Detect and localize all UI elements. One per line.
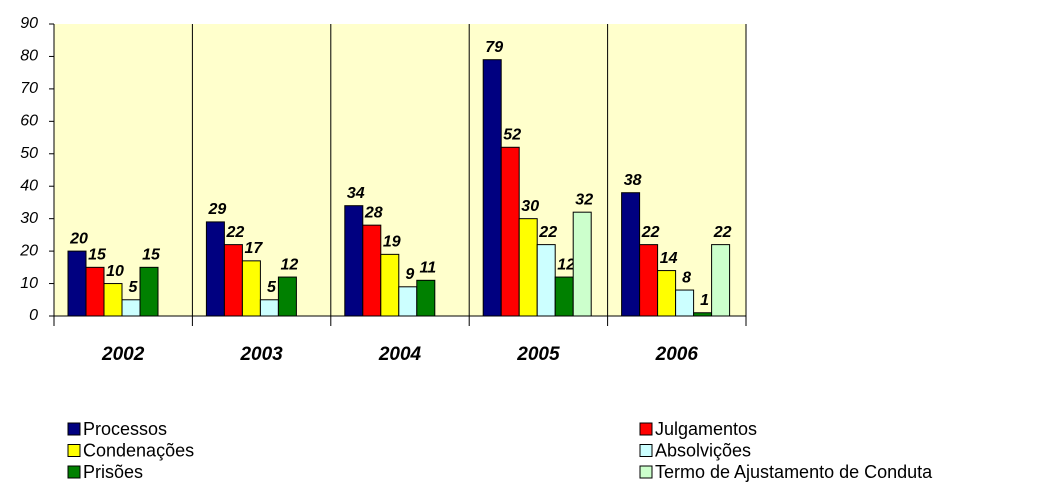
value-label: 22 xyxy=(713,224,732,241)
value-label: 17 xyxy=(245,240,264,257)
bar xyxy=(259,299,279,317)
x-tick-label: 2002 xyxy=(101,344,145,365)
legend-swatch xyxy=(639,422,653,436)
value-label: 30 xyxy=(521,198,539,215)
y-tick-label: 60 xyxy=(20,113,38,130)
legend-swatch xyxy=(67,465,81,479)
bar xyxy=(621,192,641,317)
value-label: 38 xyxy=(624,172,642,189)
y-tick-label: 10 xyxy=(20,275,38,292)
value-label: 34 xyxy=(347,185,365,202)
bar xyxy=(205,221,225,317)
value-label: 15 xyxy=(142,247,161,264)
bar xyxy=(223,244,243,317)
y-tick-label: 30 xyxy=(20,210,38,227)
bar xyxy=(518,218,538,317)
value-label: 22 xyxy=(538,224,557,241)
bar xyxy=(362,224,382,317)
bar xyxy=(500,146,520,317)
value-label: 11 xyxy=(419,260,436,277)
bar xyxy=(482,59,502,317)
bar xyxy=(554,276,574,317)
legend-label: Condenações xyxy=(83,440,194,460)
x-tick-label: 2006 xyxy=(655,344,699,365)
bar xyxy=(380,253,400,317)
bar xyxy=(416,279,436,317)
y-tick-label: 80 xyxy=(20,48,38,65)
bar xyxy=(85,266,105,317)
legend-label: Julgamentos xyxy=(655,419,757,439)
value-label: 52 xyxy=(503,127,521,144)
bar xyxy=(675,289,695,317)
bar xyxy=(103,283,123,317)
value-label: 9 xyxy=(405,266,414,283)
legend-swatch xyxy=(639,465,653,479)
x-tick-label: 2004 xyxy=(378,344,422,365)
bar xyxy=(711,244,731,317)
value-label: 19 xyxy=(383,234,401,251)
legend-label: Processos xyxy=(83,419,167,439)
y-tick-label: 0 xyxy=(29,307,38,324)
bar xyxy=(277,276,297,317)
y-tick-label: 90 xyxy=(20,15,38,32)
value-label: 28 xyxy=(364,204,383,221)
legend-swatch xyxy=(639,444,653,457)
x-tick-label: 2003 xyxy=(239,344,283,365)
value-label: 12 xyxy=(557,256,575,273)
legend-label: Absolvições xyxy=(655,440,751,460)
legend-label: Prisões xyxy=(83,462,143,482)
value-label: 15 xyxy=(88,247,107,264)
value-label: 1 xyxy=(700,292,709,309)
legend-swatch xyxy=(67,444,81,457)
bar xyxy=(344,205,364,317)
bar xyxy=(572,211,592,317)
bar xyxy=(67,250,87,317)
bar xyxy=(657,270,677,317)
x-tick-label: 2005 xyxy=(516,344,560,365)
y-tick-label: 70 xyxy=(20,80,38,97)
bar xyxy=(121,299,141,317)
bar xyxy=(241,260,261,317)
bar xyxy=(536,244,556,317)
bar xyxy=(398,286,418,317)
value-label: 8 xyxy=(682,269,691,286)
value-label: 5 xyxy=(129,279,139,296)
value-label: 12 xyxy=(281,256,299,273)
legend-swatch xyxy=(67,422,81,436)
value-label: 29 xyxy=(208,201,227,218)
value-label: 22 xyxy=(226,224,245,241)
value-label: 20 xyxy=(69,230,88,247)
value-label: 14 xyxy=(660,250,678,267)
y-tick-label: 20 xyxy=(19,242,38,259)
legend-label: Termo de Ajustamento de Conduta xyxy=(655,462,933,482)
value-label: 79 xyxy=(485,39,503,56)
value-label: 10 xyxy=(106,263,124,280)
bar xyxy=(139,266,159,317)
y-tick-label: 40 xyxy=(20,177,38,194)
value-label: 5 xyxy=(267,279,277,296)
value-label: 32 xyxy=(575,191,593,208)
bar xyxy=(639,244,659,317)
y-tick-label: 50 xyxy=(20,145,38,162)
value-label: 22 xyxy=(641,224,660,241)
